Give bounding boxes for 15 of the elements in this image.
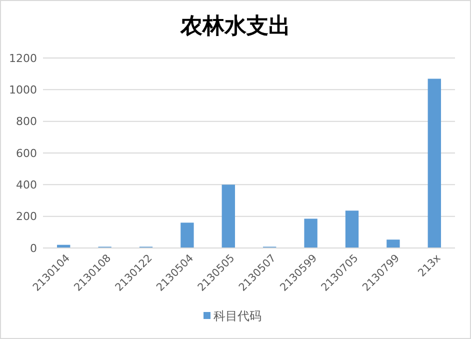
y-tick-label: 1200 — [9, 52, 37, 65]
bar — [304, 218, 318, 248]
y-tick-label: 1000 — [9, 84, 37, 97]
legend-label: 科目代码 — [214, 309, 262, 323]
bar — [222, 184, 235, 248]
y-tick-label: 0 — [30, 242, 37, 255]
bar — [386, 240, 400, 248]
bar — [180, 222, 194, 248]
y-tick-label: 400 — [16, 178, 37, 192]
y-tick-label: 800 — [16, 115, 37, 128]
y-tick-label: 200 — [16, 210, 37, 224]
y-tick-label: 600 — [16, 146, 37, 160]
chart-title: 农林水支出 — [180, 13, 290, 39]
bar — [428, 78, 441, 248]
bar — [345, 210, 359, 248]
